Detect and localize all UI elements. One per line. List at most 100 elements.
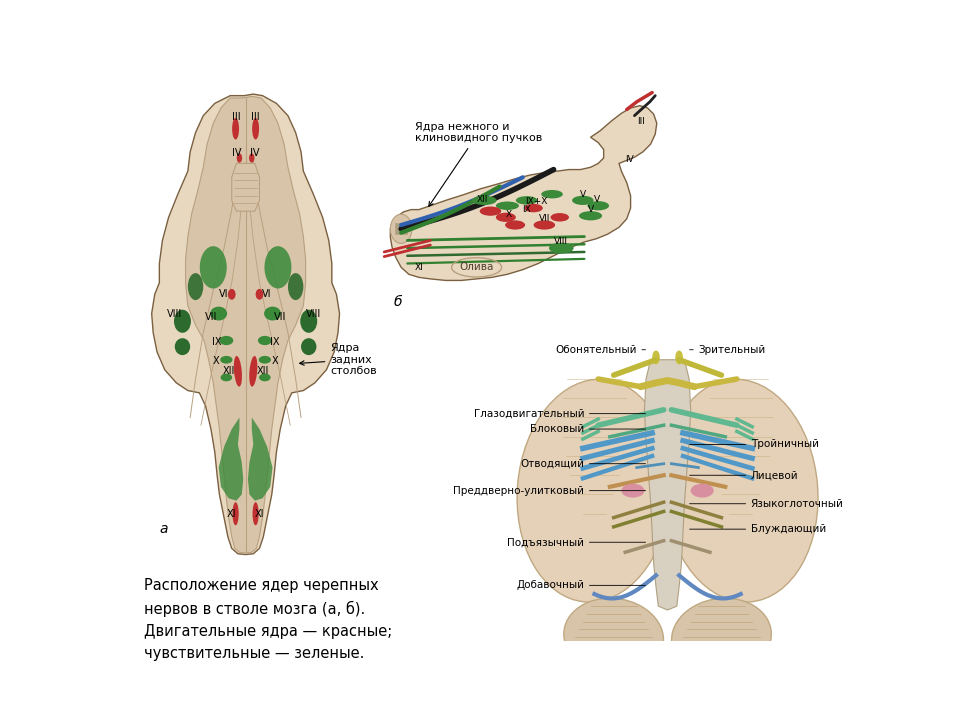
Ellipse shape — [249, 153, 254, 163]
Text: VI: VI — [219, 289, 228, 300]
Polygon shape — [219, 418, 243, 500]
Ellipse shape — [252, 502, 258, 526]
Text: Преддверно-улитковый: Преддверно-улитковый — [453, 486, 585, 495]
Ellipse shape — [228, 289, 235, 300]
Ellipse shape — [534, 220, 555, 230]
Ellipse shape — [496, 212, 516, 222]
Text: VII: VII — [204, 312, 217, 323]
Ellipse shape — [301, 338, 317, 355]
Text: IX: IX — [270, 337, 279, 347]
Ellipse shape — [550, 213, 569, 222]
Ellipse shape — [516, 196, 538, 204]
Text: V: V — [580, 189, 586, 199]
Ellipse shape — [288, 273, 303, 300]
Ellipse shape — [264, 246, 292, 289]
Text: V: V — [588, 205, 593, 214]
Ellipse shape — [174, 310, 191, 333]
Text: Олива: Олива — [460, 262, 493, 272]
Ellipse shape — [524, 204, 542, 212]
Ellipse shape — [200, 246, 227, 289]
Text: Подъязычный: Подъязычный — [508, 537, 585, 547]
Ellipse shape — [564, 598, 663, 675]
Text: XI: XI — [254, 509, 264, 518]
Text: XII: XII — [256, 366, 269, 377]
Ellipse shape — [672, 598, 771, 675]
Polygon shape — [152, 94, 340, 554]
Text: XI: XI — [415, 263, 423, 272]
Bar — [395, 223, 407, 234]
Ellipse shape — [541, 190, 563, 199]
Ellipse shape — [232, 118, 239, 140]
Ellipse shape — [258, 356, 271, 364]
Text: IV: IV — [251, 148, 259, 158]
Text: VIII: VIII — [554, 238, 568, 246]
Ellipse shape — [210, 307, 228, 320]
Ellipse shape — [621, 484, 644, 498]
Polygon shape — [185, 96, 305, 553]
Ellipse shape — [472, 196, 496, 205]
Text: VIII: VIII — [305, 309, 321, 318]
Text: Добавочный: Добавочный — [516, 580, 585, 590]
Text: Тройничный: Тройничный — [751, 439, 819, 449]
Ellipse shape — [234, 356, 242, 387]
Ellipse shape — [252, 118, 259, 140]
Polygon shape — [391, 106, 657, 280]
Text: Лицевой: Лицевой — [751, 470, 799, 480]
Text: XII: XII — [223, 366, 235, 377]
Text: IV: IV — [231, 148, 241, 158]
Ellipse shape — [579, 211, 602, 220]
Text: Ядра нежного и
клиновидного пучков: Ядра нежного и клиновидного пучков — [415, 122, 542, 206]
Ellipse shape — [255, 289, 263, 300]
Ellipse shape — [250, 356, 257, 387]
Ellipse shape — [232, 502, 239, 526]
Text: XII: XII — [477, 195, 489, 204]
Text: Блоковый: Блоковый — [530, 424, 585, 434]
Ellipse shape — [663, 379, 818, 602]
Polygon shape — [248, 418, 273, 500]
Text: III: III — [251, 112, 259, 122]
Text: Языкоглоточный: Языкоглоточный — [751, 499, 844, 509]
Text: III: III — [637, 117, 645, 125]
Text: VII: VII — [274, 312, 286, 323]
Text: VIII: VIII — [167, 309, 182, 318]
Ellipse shape — [480, 207, 501, 216]
Text: Обонятельный: Обонятельный — [555, 345, 636, 355]
Text: X: X — [506, 210, 512, 220]
Polygon shape — [231, 163, 259, 211]
Polygon shape — [644, 360, 690, 610]
Ellipse shape — [220, 356, 232, 364]
Text: Зрительный: Зрительный — [698, 345, 766, 355]
Text: Блуждающий: Блуждающий — [751, 524, 826, 534]
Ellipse shape — [221, 374, 232, 382]
Ellipse shape — [588, 201, 609, 210]
Ellipse shape — [652, 351, 660, 364]
Text: а: а — [159, 522, 168, 536]
Ellipse shape — [496, 202, 519, 210]
Text: IX: IX — [211, 337, 221, 347]
Ellipse shape — [675, 351, 683, 364]
Text: б: б — [394, 295, 402, 309]
Ellipse shape — [264, 307, 281, 320]
Text: III: III — [232, 112, 241, 122]
Ellipse shape — [259, 374, 271, 382]
Ellipse shape — [690, 484, 713, 498]
Ellipse shape — [505, 220, 525, 230]
Ellipse shape — [572, 196, 593, 205]
Text: IX: IX — [522, 205, 531, 214]
Ellipse shape — [391, 215, 412, 243]
Ellipse shape — [237, 153, 242, 163]
Text: VI: VI — [262, 289, 272, 300]
Ellipse shape — [220, 336, 233, 345]
Text: XI: XI — [227, 509, 236, 518]
Ellipse shape — [188, 273, 204, 300]
Ellipse shape — [258, 336, 272, 345]
Text: Расположение ядер черепных
нервов в стволе мозга (а, б).
Двигательные ядра — кра: Расположение ядер черепных нервов в ство… — [144, 577, 393, 661]
Text: IX+X: IX+X — [525, 197, 547, 207]
Ellipse shape — [175, 338, 190, 355]
Text: VII: VII — [539, 215, 550, 223]
Text: Отводящий: Отводящий — [520, 459, 585, 469]
Ellipse shape — [549, 243, 574, 253]
Ellipse shape — [300, 310, 317, 333]
Text: Ядра
задних
столбов: Ядра задних столбов — [300, 343, 377, 377]
Text: V: V — [593, 195, 600, 204]
